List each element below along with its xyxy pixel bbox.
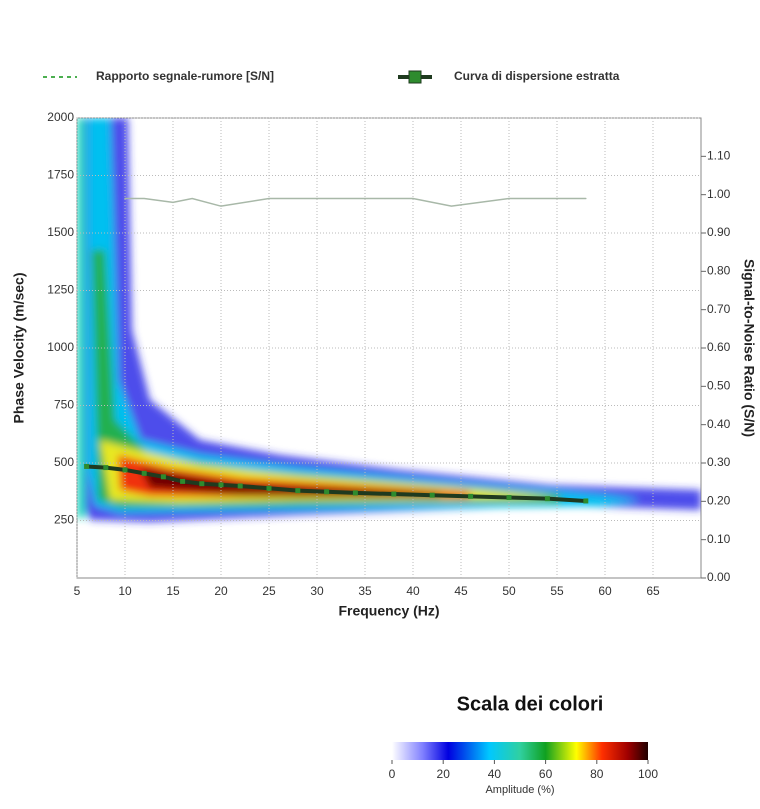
curve-marker [544,496,550,502]
y-tick-label: 1000 [47,340,74,354]
colorbar-tick-label: 80 [590,767,604,781]
y2-tick-label: 0.80 [707,264,731,278]
curve-marker [391,491,397,497]
y-tick-label: 2000 [47,110,74,124]
curve-marker [199,481,205,487]
x-tick-label: 60 [598,584,612,598]
curve-marker [84,463,90,469]
colorbar-tick-label: 60 [539,767,553,781]
colorbar-label: Amplitude (%) [485,784,554,796]
legend-label: Rapporto segnale-rumore [S/N] [96,69,274,83]
curve-marker [180,478,186,484]
y-tick-label: 250 [54,513,74,527]
colorbar-tick-label: 0 [389,767,396,781]
series-line [124,197,587,207]
curve-marker [295,488,301,494]
x-tick-label: 50 [502,584,516,598]
curve-marker [468,493,474,499]
x-tick-label: 40 [406,584,420,598]
x-tick-label: 10 [118,584,132,598]
x-tick-label: 65 [646,584,660,598]
y2-tick-label: 0.30 [707,455,731,469]
colorbar [392,742,648,760]
curve-marker [583,498,589,504]
y-tick-label: 1250 [47,283,74,297]
y2-tick-label: 0.70 [707,302,731,316]
curve-marker [160,474,166,480]
plot-layer [76,117,706,579]
curve-marker [237,483,243,489]
y-axis-title: Phase Velocity (m/sec) [11,273,27,424]
y-tick-label: 750 [54,398,74,412]
curve-marker [429,492,435,498]
y-tick-label: 500 [54,455,74,469]
y2-tick-label: 0.40 [707,417,731,431]
x-tick-label: 35 [358,584,372,598]
curve-marker [122,467,128,473]
curve-marker [218,482,224,488]
y2-axis-title: Signal-to-Noise Ratio (S/N) [741,259,757,437]
colorbar-tick-label: 20 [437,767,451,781]
x-tick-label: 25 [262,584,276,598]
y2-tick-label: 0.10 [707,532,731,546]
curve-marker [141,470,147,476]
y-tick-label: 1750 [47,168,74,182]
y2-tick-label: 0.50 [707,379,731,393]
legend-marker [408,70,422,84]
colorbar-tick-label: 100 [638,767,658,781]
y2-tick-label: 0.60 [707,340,731,354]
x-tick-label: 20 [214,584,228,598]
colorbar-tick-label: 40 [488,767,502,781]
curve-marker [103,465,109,471]
curve-marker [506,495,512,500]
x-tick-label: 45 [454,584,468,598]
y2-tick-label: 1.10 [707,149,731,163]
y2-tick-label: 0.20 [707,494,731,508]
curve-marker [352,490,358,496]
y2-tick-label: 0.00 [707,570,731,584]
y2-tick-label: 1.00 [707,187,731,201]
colorbar-title: Scala dei colori [457,693,604,715]
x-axis-title: Frequency (Hz) [338,603,439,619]
y-tick-label: 1500 [47,225,74,239]
x-tick-label: 30 [310,584,324,598]
x-tick-label: 5 [74,584,81,598]
y2-tick-label: 0.90 [707,225,731,239]
curve-marker [324,489,330,495]
legend-label: Curva di dispersione estratta [454,69,620,83]
x-tick-label: 55 [550,584,564,598]
x-tick-label: 15 [166,584,180,598]
curve-marker [266,485,272,491]
